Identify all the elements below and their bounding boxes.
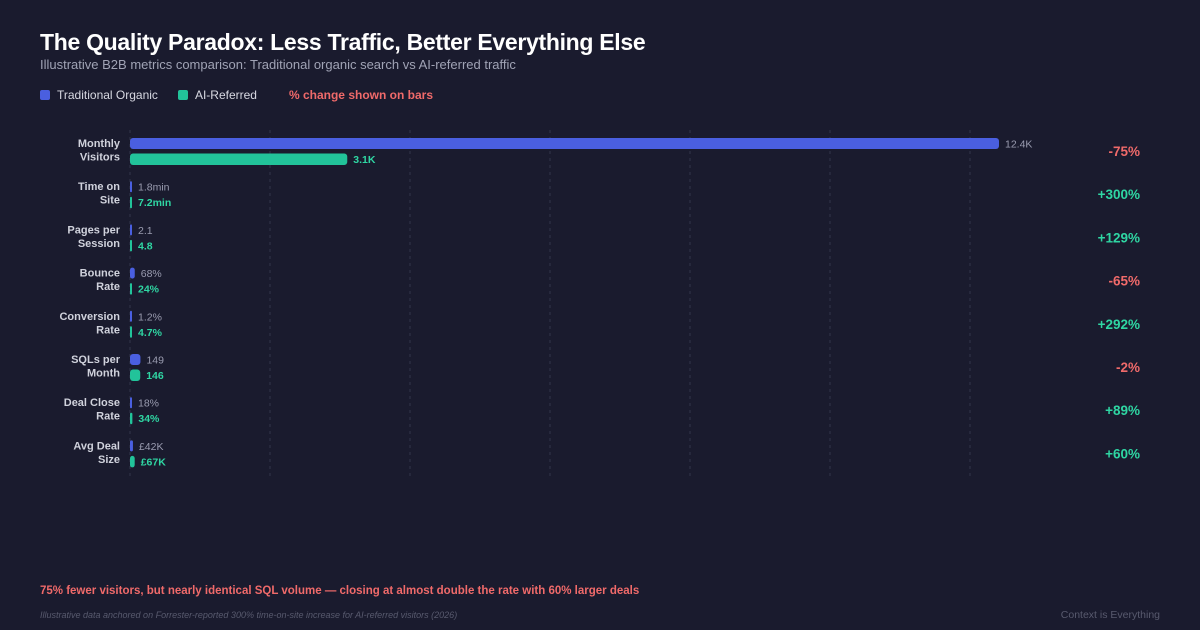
change-label: +292% [1098, 317, 1140, 332]
legend-swatch [40, 90, 50, 100]
value-label: 68% [141, 268, 162, 280]
bar-ai-referred [130, 153, 348, 165]
value-label: 1.8min [138, 182, 170, 194]
value-label: 1.2% [138, 311, 162, 323]
value-label: 149 [146, 355, 164, 367]
bar-ai-referred [130, 455, 135, 468]
bar-ai-referred [130, 412, 133, 425]
category-label: Session [78, 238, 120, 250]
bar-traditional [130, 354, 141, 365]
legend-note: % change shown on bars [288, 88, 433, 102]
category-label: Time on [78, 181, 120, 193]
value-label: 7.2min [138, 197, 171, 209]
category-label: Site [100, 195, 120, 207]
legend-swatch [177, 90, 188, 100]
bar-ai-referred [130, 196, 132, 209]
category-label: Month [87, 368, 120, 380]
bar-ai-referred [130, 239, 132, 252]
category-label: Avg Deal [73, 440, 120, 452]
change-label: -2% [1116, 360, 1140, 375]
legend-item-traditional: Traditional Organic [40, 88, 158, 102]
value-label: £42K [139, 441, 164, 453]
bar-ai-referred [130, 326, 132, 338]
value-label: 4.7% [138, 327, 163, 339]
chart-title: The Quality Paradox: Less Traffic, Bette… [40, 29, 646, 55]
bar-traditional [130, 267, 135, 279]
category-label: Monthly [78, 138, 121, 150]
bar-ai-referred [130, 369, 141, 381]
category-label: Visitors [80, 152, 120, 164]
change-label: +300% [1098, 187, 1140, 202]
chart-subtitle: Illustrative B2B metrics comparison: Tra… [40, 57, 516, 72]
change-label: +129% [1098, 230, 1140, 245]
bar-traditional [130, 181, 132, 193]
bar-ai-referred [130, 283, 132, 295]
value-label: 24% [138, 284, 160, 296]
bar-traditional [130, 397, 132, 409]
category-label: Pages per [67, 224, 120, 236]
insight-text: 75% fewer visitors, but nearly identical… [40, 585, 640, 597]
legend-label: Traditional Organic [57, 88, 158, 102]
category-label: Bounce [80, 268, 120, 280]
category-label: SQLs per [71, 354, 121, 366]
category-label: Rate [96, 411, 120, 423]
value-label: 2.1 [138, 225, 153, 237]
bar-traditional [130, 138, 999, 149]
category-label: Size [98, 454, 120, 466]
change-label: +89% [1105, 403, 1140, 418]
value-label: 18% [138, 398, 159, 410]
change-label: +60% [1105, 446, 1140, 461]
category-label: Rate [96, 324, 120, 336]
value-label: 12.4K [1005, 139, 1032, 151]
value-label: 4.8 [138, 240, 153, 252]
bar-traditional [130, 440, 133, 452]
legend-label: AI-Referred [194, 88, 257, 102]
change-label: -65% [1108, 274, 1140, 289]
category-label: Conversion [59, 311, 120, 323]
brand-label: Context is Everything [1060, 609, 1160, 621]
legend: Traditional Organic AI-Referred % change… [40, 88, 433, 102]
value-label: 3.1K [353, 154, 376, 166]
bar-traditional [130, 310, 132, 322]
value-label: £67K [141, 456, 167, 468]
value-label: 34% [138, 413, 160, 425]
change-label: -75% [1108, 144, 1140, 159]
category-label: Rate [96, 281, 120, 293]
source-note: Illustrative data anchored on Forrester-… [40, 610, 458, 620]
bar-traditional [130, 224, 132, 236]
legend-item-ai: AI-Referred [177, 88, 257, 102]
category-label: Deal Close [64, 397, 120, 409]
value-label: 146 [146, 370, 164, 382]
